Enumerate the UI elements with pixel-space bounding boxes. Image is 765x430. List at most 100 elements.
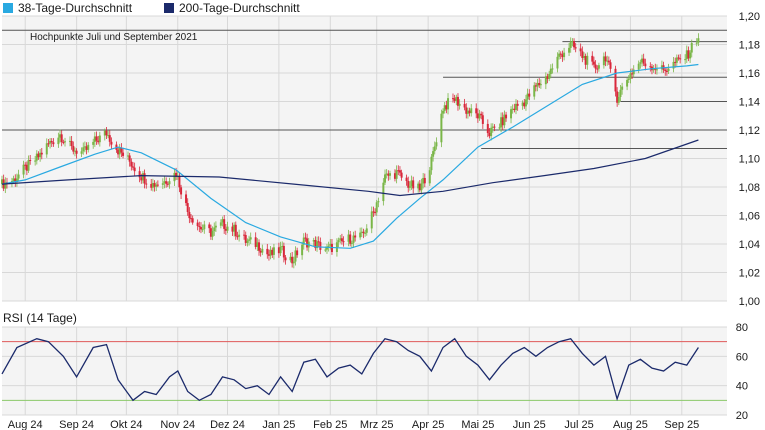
candle-body xyxy=(82,147,85,152)
x-tick-label: Mrz 25 xyxy=(360,419,394,430)
candle-body xyxy=(684,59,687,61)
candle-body xyxy=(80,151,83,154)
price-y-tick-label: 1,02 xyxy=(739,268,760,280)
candle-body xyxy=(665,70,668,72)
candle-body xyxy=(59,134,62,138)
candle-body xyxy=(60,134,63,143)
candle-body xyxy=(156,184,159,186)
candle-body xyxy=(397,170,400,172)
price-y-tick-label: 1,08 xyxy=(739,182,760,194)
candle-body xyxy=(1,179,3,185)
candle-body xyxy=(284,257,287,261)
candle-body xyxy=(34,160,37,162)
candle-body xyxy=(319,241,322,250)
candle-body xyxy=(282,245,285,258)
candle-body xyxy=(642,58,645,64)
candle-body xyxy=(689,52,692,59)
candle-body xyxy=(432,151,435,157)
candle-body xyxy=(536,82,539,87)
candle-body xyxy=(316,241,319,249)
candle-body xyxy=(549,68,552,75)
candle-body xyxy=(4,182,7,189)
candle-body xyxy=(486,123,489,134)
candle-body xyxy=(279,246,282,254)
candle-body xyxy=(199,227,202,230)
candle-body xyxy=(138,171,141,178)
candle-body xyxy=(667,68,670,72)
candle-body xyxy=(256,242,259,247)
candle-body xyxy=(393,173,396,179)
candle-body xyxy=(602,56,605,66)
candle-body xyxy=(258,242,261,251)
candle-body xyxy=(582,56,585,58)
x-tick-label: Sep 24 xyxy=(59,419,94,430)
candle-body xyxy=(649,66,652,68)
candle-body xyxy=(551,68,554,70)
candle-body xyxy=(481,115,484,124)
candle-body xyxy=(108,135,111,142)
candle-body xyxy=(621,86,624,90)
sma200-line xyxy=(1,139,699,197)
x-tick-label: Jun 25 xyxy=(513,419,546,430)
candle-body xyxy=(329,243,332,246)
candle-body xyxy=(75,150,78,154)
candle-body xyxy=(340,238,343,242)
candle-body xyxy=(131,166,134,168)
x-tick-label: Okt 24 xyxy=(110,419,142,430)
candle-body xyxy=(324,249,327,251)
candle-body xyxy=(130,161,133,167)
candle-body xyxy=(695,42,698,44)
candle-body xyxy=(581,51,584,58)
candle-body xyxy=(388,173,391,176)
candle-body xyxy=(110,141,113,145)
candle-body xyxy=(281,245,284,247)
candle-body xyxy=(515,103,518,111)
candle-body xyxy=(607,60,610,63)
candle-body xyxy=(455,96,458,101)
candle-body xyxy=(395,170,398,179)
candle-body xyxy=(57,137,60,145)
candle-body xyxy=(675,57,678,63)
x-tick-label: Jul 25 xyxy=(564,419,593,430)
candle-body xyxy=(73,150,76,152)
candle-body xyxy=(365,228,368,233)
candle-body xyxy=(349,234,352,244)
candle-body xyxy=(584,56,587,65)
x-tick-label: Sep 25 xyxy=(664,419,699,430)
candle-body xyxy=(97,140,100,143)
candle-body xyxy=(548,74,551,79)
candle-body xyxy=(463,103,466,108)
candle-body xyxy=(153,183,156,187)
candle-body xyxy=(606,60,609,62)
candle-body xyxy=(534,85,537,87)
candle-body xyxy=(385,173,388,175)
candle-body xyxy=(443,105,446,111)
candle-body xyxy=(569,41,572,48)
price-y-axis: 1,00 1,02 1,04 1,06 1,08 1,10 1,12 1,14 1,16 1,18… xyxy=(739,11,760,308)
candle-body xyxy=(219,222,222,226)
candle-body xyxy=(128,155,131,162)
candle-body xyxy=(173,172,176,182)
candle-body xyxy=(510,109,513,119)
candle-body xyxy=(456,96,459,106)
candle-body xyxy=(151,183,154,188)
x-tick-label: Mai 25 xyxy=(461,419,494,430)
candle-body xyxy=(586,55,589,65)
rsi-line xyxy=(1,337,699,402)
candle-body xyxy=(418,183,421,191)
price-y-tick-label: 1,04 xyxy=(739,239,760,251)
candle-body xyxy=(294,250,297,262)
candle-body xyxy=(259,250,262,253)
candle-body xyxy=(405,177,408,182)
candle-body xyxy=(412,180,415,189)
candle-body xyxy=(62,142,65,144)
candle-body xyxy=(133,167,136,172)
support-resistance-lines xyxy=(2,29,727,150)
annotation-label: Hochpunkte Juli und September 2021 xyxy=(30,32,198,43)
candle-body xyxy=(24,164,27,166)
candle-body xyxy=(428,170,431,184)
candle-body xyxy=(417,183,420,189)
candle-body xyxy=(511,108,514,110)
candle-body xyxy=(254,237,257,247)
